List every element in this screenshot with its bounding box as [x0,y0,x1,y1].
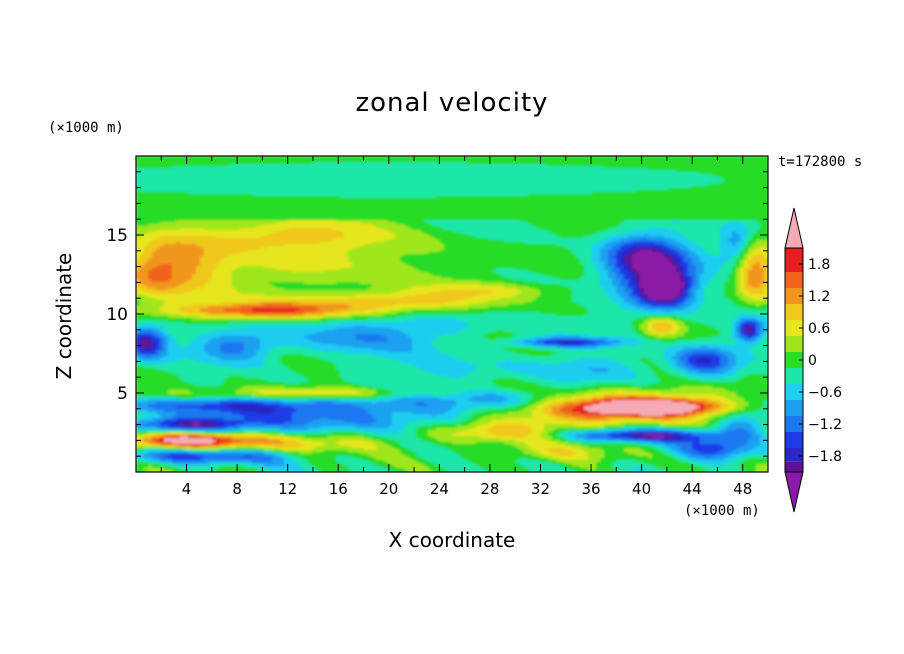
x-tick-label: 28 [480,480,499,498]
colorbar-swatch [785,336,803,352]
x-tick-label: 20 [379,480,398,498]
colorbar-swatch [785,400,803,416]
colorbar-swatch [785,448,803,461]
colorbar-top-arrow [785,208,803,248]
y-tick-label: 5 [117,384,128,404]
x-tick-label: 36 [581,480,600,498]
x-tick-label: 12 [278,480,297,498]
x-unit-label: (×1000 m) [684,503,760,519]
y-unit-label: (×1000 m) [48,120,124,136]
colorbar-tick-label: 0 [808,353,817,369]
y-tick-label: 10 [106,305,128,325]
x-tick-label: 32 [531,480,550,498]
x-tick-label: 16 [329,480,348,498]
colorbar-bottom-arrow [785,472,803,512]
y-tick-label: 15 [106,226,128,246]
colorbar-swatch [785,272,803,288]
x-tick-label: 8 [232,480,242,498]
colorbar-tick-label: 0.6 [808,321,830,337]
chart-title: zonal velocity [0,88,904,118]
field-cells [136,156,769,473]
colorbar-tick-label: −0.6 [808,385,842,401]
x-tick-label: 24 [430,480,449,498]
colorbar-tick-label: 1.8 [808,257,830,273]
colorbar: 1.8 1.2 0.6 0 −0.6 −1.2 −1.8 [785,208,842,512]
x-tick-label: 44 [683,480,702,498]
time-label: t=172800 s [778,154,862,170]
x-tick-label: 48 [733,480,752,498]
velocity-field [136,156,769,473]
y-axis-label: Z coordinate [52,253,76,380]
x-tick-label: 4 [182,480,192,498]
colorbar-tick-label: −1.2 [808,417,842,433]
colorbar-swatch [785,461,803,472]
colorbar-swatch [785,368,803,384]
x-axis-label: X coordinate [389,528,516,552]
colorbar-tick-label: −1.8 [808,449,842,465]
colorbar-swatch [785,304,803,320]
colorbar-swatch [785,248,803,272]
x-tick-label: 40 [632,480,651,498]
colorbar-tick-label: 1.2 [808,289,830,305]
colorbar-swatch [785,432,803,448]
